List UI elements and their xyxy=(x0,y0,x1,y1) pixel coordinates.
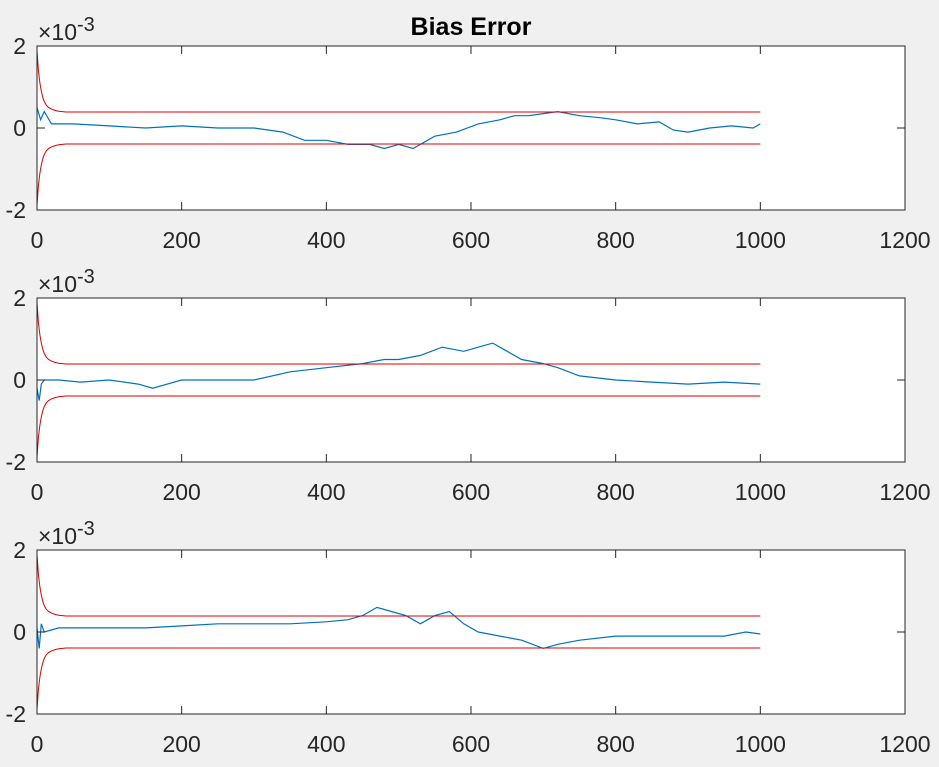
x-tick-label: 1000 xyxy=(735,479,786,505)
y-tick-label: 0 xyxy=(13,367,26,393)
subplot-2: 0 200 400 600 800 1000 1200-202×10-3 xyxy=(6,266,931,505)
series-group xyxy=(37,50,761,206)
subplot-3: 0 200 400 600 800 1000 1200-202×10-3 xyxy=(6,518,931,757)
bias-error-line xyxy=(37,606,761,650)
x-tick-label: 1200 xyxy=(879,227,930,253)
bias-error-line xyxy=(37,107,761,150)
y-exponent-label: ×10-3 xyxy=(38,14,95,45)
x-tick-label: 1200 xyxy=(879,479,930,505)
upper-bound-line xyxy=(37,554,761,617)
y-tick-label: 0 xyxy=(13,115,26,141)
y-tick-label: 2 xyxy=(13,33,26,59)
x-tick-label: 1000 xyxy=(735,227,786,253)
x-tick-label: 400 xyxy=(307,731,345,757)
x-tick-label: 800 xyxy=(596,731,634,757)
x-tick-label: 200 xyxy=(162,479,200,505)
plot-area xyxy=(37,298,905,462)
x-tick-label: 600 xyxy=(452,479,490,505)
x-tick-label: 0 xyxy=(31,227,44,253)
plot-area xyxy=(37,46,905,210)
lower-bound-line xyxy=(37,143,761,206)
x-tick-label: 800 xyxy=(596,479,634,505)
bias-error-line xyxy=(37,342,761,401)
subplot-1: 0 200 400 600 800 1000 1200-202×10-3 xyxy=(6,14,931,253)
series-group xyxy=(37,554,761,710)
upper-bound-line xyxy=(37,50,761,113)
x-tick-label: 0 xyxy=(31,479,44,505)
x-tick-label: 200 xyxy=(162,227,200,253)
x-tick-label: 600 xyxy=(452,227,490,253)
y-tick-label: 2 xyxy=(13,537,26,563)
y-tick-label: 0 xyxy=(13,619,26,645)
upper-bound-line xyxy=(37,302,761,365)
y-tick-label: -2 xyxy=(6,449,26,475)
x-tick-label: 400 xyxy=(307,227,345,253)
y-tick-label: -2 xyxy=(6,701,26,727)
x-tick-label: 600 xyxy=(452,731,490,757)
x-tick-label: 200 xyxy=(162,731,200,757)
chart-title: Bias Error xyxy=(411,13,532,41)
y-tick-label: 2 xyxy=(13,285,26,311)
lower-bound-line xyxy=(37,395,761,458)
x-tick-label: 800 xyxy=(596,227,634,253)
lower-bound-line xyxy=(37,647,761,710)
x-tick-label: 400 xyxy=(307,479,345,505)
x-tick-label: 1200 xyxy=(879,731,930,757)
x-tick-label: 1000 xyxy=(735,731,786,757)
series-group xyxy=(37,302,761,458)
y-exponent-label: ×10-3 xyxy=(38,518,95,549)
plot-area xyxy=(37,550,905,714)
y-tick-label: -2 xyxy=(6,197,26,223)
y-exponent-label: ×10-3 xyxy=(38,266,95,297)
x-tick-label: 0 xyxy=(31,731,44,757)
